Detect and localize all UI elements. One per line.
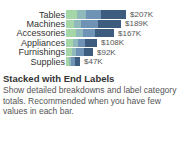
svg-text:$92K: $92K [97, 48, 116, 57]
svg-text:Tables: Tables [39, 10, 66, 20]
svg-text:Furnishings: Furnishings [18, 47, 65, 57]
svg-text:$108K: $108K [101, 38, 125, 47]
svg-text:$207K: $207K [130, 10, 154, 19]
svg-text:$167K: $167K [118, 29, 142, 38]
svg-text:Appliances: Appliances [21, 38, 66, 48]
svg-text:$189K: $189K [125, 19, 149, 28]
svg-text:$47K: $47K [84, 57, 103, 66]
html-text:Show detailed breakdowns and l: Show detailed breakdowns and label categ… [3, 85, 177, 116]
svg-text:Supplies: Supplies [30, 57, 65, 67]
svg-text:Accessories: Accessories [16, 28, 65, 38]
svg-text:Machines: Machines [26, 19, 65, 29]
html-text:Stacked with End Labels: Stacked with End Labels [3, 73, 115, 84]
